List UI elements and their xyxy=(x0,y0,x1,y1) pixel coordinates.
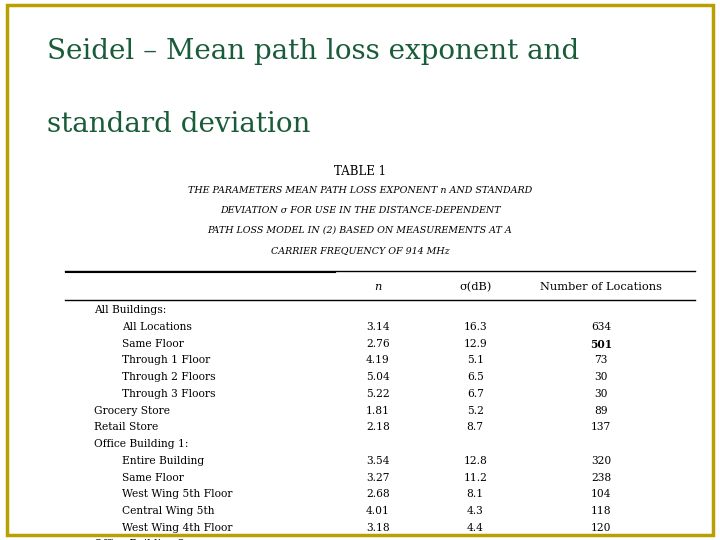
Text: 3.27: 3.27 xyxy=(366,472,390,483)
Text: DEVIATION σ FOR USE IN THE DISTANCE-DEPENDENT: DEVIATION σ FOR USE IN THE DISTANCE-DEPE… xyxy=(220,206,500,215)
Text: All Buildings:: All Buildings: xyxy=(94,305,166,315)
Text: 3.54: 3.54 xyxy=(366,456,390,466)
Text: 5.22: 5.22 xyxy=(366,389,390,399)
Text: 73: 73 xyxy=(595,355,608,366)
Text: 137: 137 xyxy=(591,422,611,433)
Text: 30: 30 xyxy=(595,389,608,399)
Text: All Locations: All Locations xyxy=(122,322,192,332)
Text: 2.76: 2.76 xyxy=(366,339,390,349)
Text: 4.3: 4.3 xyxy=(467,506,484,516)
Text: 2.68: 2.68 xyxy=(366,489,390,500)
Text: THE PARAMETERS MEAN PATH LOSS EXPONENT n AND STANDARD: THE PARAMETERS MEAN PATH LOSS EXPONENT n… xyxy=(188,186,532,195)
Text: CARRIER FREQUENCY OF 914 MHz: CARRIER FREQUENCY OF 914 MHz xyxy=(271,246,449,255)
Text: 11.2: 11.2 xyxy=(463,472,487,483)
Text: standard deviation: standard deviation xyxy=(47,111,310,138)
Text: Retail Store: Retail Store xyxy=(94,422,158,433)
Text: 2.18: 2.18 xyxy=(366,422,390,433)
Text: Grocery Store: Grocery Store xyxy=(94,406,170,416)
Text: σ(dB): σ(dB) xyxy=(459,282,491,292)
Text: 4.4: 4.4 xyxy=(467,523,484,533)
Text: Through 1 Floor: Through 1 Floor xyxy=(122,355,211,366)
Text: 6.7: 6.7 xyxy=(467,389,484,399)
Text: Same Floor: Same Floor xyxy=(122,472,184,483)
Text: 8.7: 8.7 xyxy=(467,422,484,433)
Text: Office Building 1:: Office Building 1: xyxy=(94,439,188,449)
Text: 501: 501 xyxy=(590,339,612,349)
Text: West Wing 5th Floor: West Wing 5th Floor xyxy=(122,489,233,500)
Text: 118: 118 xyxy=(591,506,611,516)
Text: 8.1: 8.1 xyxy=(467,489,484,500)
Text: 30: 30 xyxy=(595,372,608,382)
Text: 3.18: 3.18 xyxy=(366,523,390,533)
Text: 12.8: 12.8 xyxy=(463,456,487,466)
Text: Entire Building: Entire Building xyxy=(122,456,204,466)
Text: 120: 120 xyxy=(591,523,611,533)
Text: Seidel – Mean path loss exponent and: Seidel – Mean path loss exponent and xyxy=(47,38,579,65)
Text: 6.5: 6.5 xyxy=(467,372,484,382)
Text: 4.19: 4.19 xyxy=(366,355,390,366)
Text: 4.01: 4.01 xyxy=(366,506,390,516)
Text: Through 3 Floors: Through 3 Floors xyxy=(122,389,216,399)
Text: 238: 238 xyxy=(591,472,611,483)
Text: 12.9: 12.9 xyxy=(464,339,487,349)
Text: 89: 89 xyxy=(595,406,608,416)
Text: 1.81: 1.81 xyxy=(366,406,390,416)
Text: 5.04: 5.04 xyxy=(366,372,390,382)
Text: 3.14: 3.14 xyxy=(366,322,390,332)
Text: 16.3: 16.3 xyxy=(464,322,487,332)
Text: TABLE 1: TABLE 1 xyxy=(334,165,386,178)
Text: n: n xyxy=(374,282,382,292)
Text: PATH LOSS MODEL IN (2) BASED ON MEASUREMENTS AT A: PATH LOSS MODEL IN (2) BASED ON MEASUREM… xyxy=(207,226,513,235)
Text: Number of Locations: Number of Locations xyxy=(540,282,662,292)
Text: 320: 320 xyxy=(591,456,611,466)
Text: 634: 634 xyxy=(591,322,611,332)
Text: 5.2: 5.2 xyxy=(467,406,484,416)
Text: 104: 104 xyxy=(591,489,611,500)
Text: Central Wing 5th: Central Wing 5th xyxy=(122,506,215,516)
Text: West Wing 4th Floor: West Wing 4th Floor xyxy=(122,523,233,533)
Text: Same Floor: Same Floor xyxy=(122,339,184,349)
Text: Through 2 Floors: Through 2 Floors xyxy=(122,372,216,382)
Text: 5.1: 5.1 xyxy=(467,355,484,366)
